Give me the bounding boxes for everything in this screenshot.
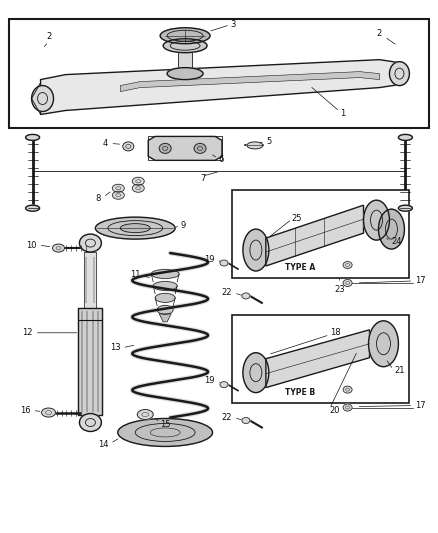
Bar <box>85 252 96 308</box>
Text: 20: 20 <box>330 406 340 415</box>
Ellipse shape <box>118 418 212 447</box>
Ellipse shape <box>159 143 171 154</box>
Ellipse shape <box>389 62 410 86</box>
Ellipse shape <box>243 229 269 271</box>
Text: 8: 8 <box>95 193 100 203</box>
Polygon shape <box>178 46 192 74</box>
Text: 19: 19 <box>205 255 215 263</box>
Ellipse shape <box>112 184 124 192</box>
Text: 22: 22 <box>222 413 232 422</box>
Ellipse shape <box>364 200 389 240</box>
Ellipse shape <box>343 262 352 269</box>
Text: 22: 22 <box>222 288 232 297</box>
Text: 1: 1 <box>339 109 345 118</box>
Bar <box>148 136 222 160</box>
Text: 24: 24 <box>392 237 402 246</box>
Bar <box>232 190 410 278</box>
Text: 3: 3 <box>230 20 235 29</box>
Text: 14: 14 <box>98 440 108 449</box>
Text: 16: 16 <box>20 406 31 415</box>
Ellipse shape <box>153 281 177 290</box>
Text: 23: 23 <box>334 285 345 294</box>
Ellipse shape <box>167 68 203 79</box>
Text: TYPE A: TYPE A <box>285 263 315 272</box>
Ellipse shape <box>151 270 179 278</box>
Text: 7: 7 <box>200 174 205 183</box>
Ellipse shape <box>25 134 39 140</box>
Text: 5: 5 <box>267 137 272 146</box>
Ellipse shape <box>220 382 228 387</box>
Text: 13: 13 <box>110 343 120 352</box>
Ellipse shape <box>95 217 175 239</box>
Ellipse shape <box>243 353 269 393</box>
Bar <box>9 19 429 128</box>
Ellipse shape <box>112 191 124 199</box>
Ellipse shape <box>123 142 134 151</box>
Ellipse shape <box>247 142 263 149</box>
Text: 9: 9 <box>180 221 185 230</box>
Polygon shape <box>266 205 364 266</box>
Polygon shape <box>120 71 379 92</box>
Ellipse shape <box>343 279 352 286</box>
Ellipse shape <box>32 86 53 111</box>
Polygon shape <box>148 136 222 160</box>
Text: 25: 25 <box>292 214 302 223</box>
Text: 18: 18 <box>330 328 340 337</box>
Bar <box>85 252 96 308</box>
Ellipse shape <box>132 177 144 185</box>
Ellipse shape <box>242 417 250 424</box>
Ellipse shape <box>137 409 153 419</box>
Ellipse shape <box>79 414 101 432</box>
Ellipse shape <box>42 408 56 417</box>
Text: 6: 6 <box>218 155 223 164</box>
Ellipse shape <box>399 134 413 140</box>
Ellipse shape <box>163 39 207 53</box>
Text: 4: 4 <box>103 139 108 148</box>
Ellipse shape <box>157 305 173 314</box>
Text: 15: 15 <box>160 420 171 429</box>
Ellipse shape <box>220 260 228 266</box>
Polygon shape <box>159 314 171 322</box>
Text: 21: 21 <box>395 366 405 375</box>
Text: TYPE B: TYPE B <box>285 387 315 397</box>
Bar <box>232 315 410 402</box>
Ellipse shape <box>120 224 150 232</box>
Text: 17: 17 <box>415 401 426 410</box>
Text: 10: 10 <box>26 240 37 249</box>
Ellipse shape <box>378 209 404 249</box>
Ellipse shape <box>368 321 399 367</box>
Ellipse shape <box>79 234 101 252</box>
Polygon shape <box>41 60 399 115</box>
Ellipse shape <box>242 293 250 299</box>
Ellipse shape <box>53 244 64 252</box>
Text: 12: 12 <box>22 328 32 337</box>
Ellipse shape <box>25 205 39 211</box>
Ellipse shape <box>132 184 144 192</box>
Text: 2: 2 <box>46 32 51 41</box>
Ellipse shape <box>160 28 210 44</box>
Text: 2: 2 <box>377 29 382 38</box>
Ellipse shape <box>155 293 175 302</box>
Ellipse shape <box>399 205 413 211</box>
Bar <box>78 308 102 415</box>
Polygon shape <box>266 330 370 387</box>
Text: 19: 19 <box>205 376 215 385</box>
Text: 17: 17 <box>415 277 426 286</box>
Ellipse shape <box>194 143 206 154</box>
Ellipse shape <box>343 386 352 393</box>
Bar <box>78 308 102 415</box>
Text: 11: 11 <box>130 270 140 279</box>
Ellipse shape <box>343 404 352 411</box>
